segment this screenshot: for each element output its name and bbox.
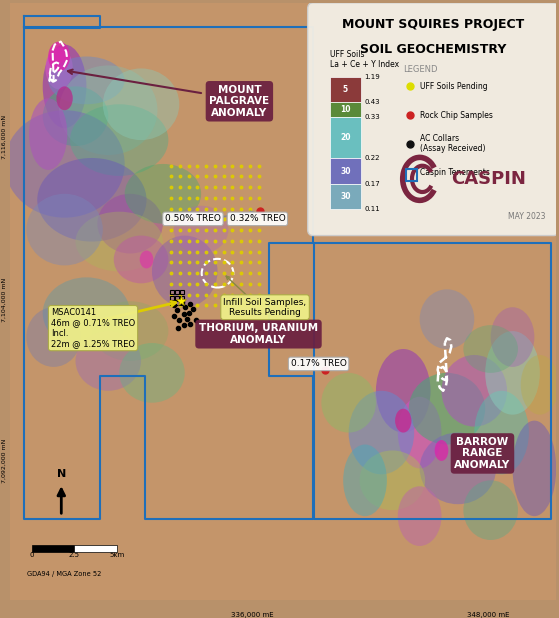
Text: 0.32% TREO: 0.32% TREO bbox=[230, 214, 285, 223]
Ellipse shape bbox=[349, 391, 414, 475]
Bar bbox=[329, 117, 361, 158]
Text: LEGEND: LEGEND bbox=[403, 66, 438, 74]
Ellipse shape bbox=[420, 289, 474, 349]
Ellipse shape bbox=[97, 194, 163, 253]
Bar bbox=[329, 77, 361, 102]
Bar bbox=[406, 169, 417, 180]
Text: 0.33: 0.33 bbox=[364, 114, 380, 120]
Ellipse shape bbox=[140, 250, 153, 268]
Text: Infill Soil Samples,
Results Pending: Infill Soil Samples, Results Pending bbox=[224, 297, 307, 317]
Ellipse shape bbox=[398, 486, 442, 546]
Ellipse shape bbox=[42, 87, 108, 146]
Text: 0.17: 0.17 bbox=[364, 181, 380, 187]
Bar bbox=[329, 158, 361, 184]
Ellipse shape bbox=[485, 331, 540, 415]
Text: Caspin Tenements: Caspin Tenements bbox=[420, 168, 490, 177]
Ellipse shape bbox=[463, 480, 518, 540]
Bar bbox=[329, 102, 361, 117]
Text: MOUNT
PALGRAVE
ANOMALY: MOUNT PALGRAVE ANOMALY bbox=[209, 85, 269, 118]
Ellipse shape bbox=[174, 206, 229, 253]
Ellipse shape bbox=[29, 98, 67, 170]
Bar bbox=[32, 545, 74, 552]
Text: Rock Chip Samples: Rock Chip Samples bbox=[420, 111, 492, 119]
Ellipse shape bbox=[26, 307, 81, 367]
Ellipse shape bbox=[75, 212, 163, 271]
Text: 10: 10 bbox=[340, 105, 350, 114]
Ellipse shape bbox=[48, 56, 125, 104]
Bar bbox=[329, 184, 361, 209]
Ellipse shape bbox=[513, 421, 556, 516]
Text: MOUNT SQUIRES PROJECT: MOUNT SQUIRES PROJECT bbox=[342, 18, 524, 31]
Ellipse shape bbox=[42, 44, 87, 128]
Ellipse shape bbox=[463, 325, 518, 373]
Ellipse shape bbox=[42, 277, 130, 349]
Ellipse shape bbox=[45, 48, 73, 90]
Ellipse shape bbox=[398, 397, 442, 468]
Text: 348,000 mE: 348,000 mE bbox=[467, 612, 509, 617]
Ellipse shape bbox=[409, 373, 485, 444]
Text: 5: 5 bbox=[343, 85, 348, 94]
Ellipse shape bbox=[343, 444, 387, 516]
Ellipse shape bbox=[395, 408, 411, 433]
Bar bbox=[74, 545, 117, 552]
Ellipse shape bbox=[26, 194, 103, 265]
Ellipse shape bbox=[113, 235, 168, 283]
Ellipse shape bbox=[442, 355, 507, 426]
Ellipse shape bbox=[37, 158, 146, 242]
Ellipse shape bbox=[70, 104, 168, 176]
Text: 20: 20 bbox=[340, 133, 350, 142]
Text: 0: 0 bbox=[30, 552, 34, 557]
Text: 0.43: 0.43 bbox=[364, 99, 380, 105]
Text: UFF Soils
La + Ce + Y Index: UFF Soils La + Ce + Y Index bbox=[329, 49, 399, 69]
Text: 336,000 mE: 336,000 mE bbox=[231, 612, 273, 617]
Text: 30: 30 bbox=[340, 192, 350, 201]
Ellipse shape bbox=[56, 87, 73, 110]
Ellipse shape bbox=[435, 440, 448, 461]
Text: 0.11: 0.11 bbox=[364, 206, 380, 212]
Ellipse shape bbox=[420, 433, 496, 504]
Ellipse shape bbox=[103, 69, 179, 140]
Text: N: N bbox=[56, 469, 66, 479]
Ellipse shape bbox=[521, 355, 559, 415]
Text: MAY 2023: MAY 2023 bbox=[508, 211, 545, 221]
Text: AC Collars
(Assay Received): AC Collars (Assay Received) bbox=[420, 134, 485, 153]
Text: SOIL GEOCHEMISTRY: SOIL GEOCHEMISTRY bbox=[360, 43, 506, 56]
Ellipse shape bbox=[48, 41, 70, 72]
Ellipse shape bbox=[376, 349, 430, 433]
Text: 2.5: 2.5 bbox=[69, 552, 80, 557]
Text: MSAC0141
46m @ 0.71% TREO
Incl.
22m @ 1.25% TREO: MSAC0141 46m @ 0.71% TREO Incl. 22m @ 1.… bbox=[51, 308, 135, 348]
Ellipse shape bbox=[359, 451, 425, 510]
Ellipse shape bbox=[4, 110, 125, 218]
Text: 1.19: 1.19 bbox=[364, 74, 380, 80]
Text: CASPIN: CASPIN bbox=[451, 170, 526, 188]
Text: UFF Soils Pending: UFF Soils Pending bbox=[420, 82, 487, 91]
FancyBboxPatch shape bbox=[307, 2, 559, 235]
Text: 7,116,000 mN: 7,116,000 mN bbox=[2, 115, 7, 159]
Ellipse shape bbox=[321, 373, 376, 433]
Text: 0.17% TREO: 0.17% TREO bbox=[291, 360, 347, 368]
Ellipse shape bbox=[59, 66, 158, 155]
Ellipse shape bbox=[474, 391, 529, 475]
Ellipse shape bbox=[119, 343, 185, 403]
Text: 0.50% TREO: 0.50% TREO bbox=[165, 214, 221, 223]
Text: 5km: 5km bbox=[110, 552, 125, 557]
Text: 30: 30 bbox=[340, 167, 350, 176]
Text: BARROW
RANGE
ANOMALY: BARROW RANGE ANOMALY bbox=[454, 437, 510, 470]
Ellipse shape bbox=[125, 164, 201, 224]
Text: 0.22: 0.22 bbox=[364, 155, 380, 161]
Text: 7,092,000 mN: 7,092,000 mN bbox=[2, 438, 7, 483]
Ellipse shape bbox=[92, 301, 168, 361]
Text: GDA94 / MGA Zone 52: GDA94 / MGA Zone 52 bbox=[27, 571, 102, 577]
Ellipse shape bbox=[491, 307, 534, 367]
Text: THORIUM, URANIUM
ANOMALY: THORIUM, URANIUM ANOMALY bbox=[199, 323, 318, 345]
Text: 7,104,000 mN: 7,104,000 mN bbox=[2, 277, 7, 321]
Ellipse shape bbox=[75, 331, 141, 391]
Ellipse shape bbox=[152, 235, 217, 307]
